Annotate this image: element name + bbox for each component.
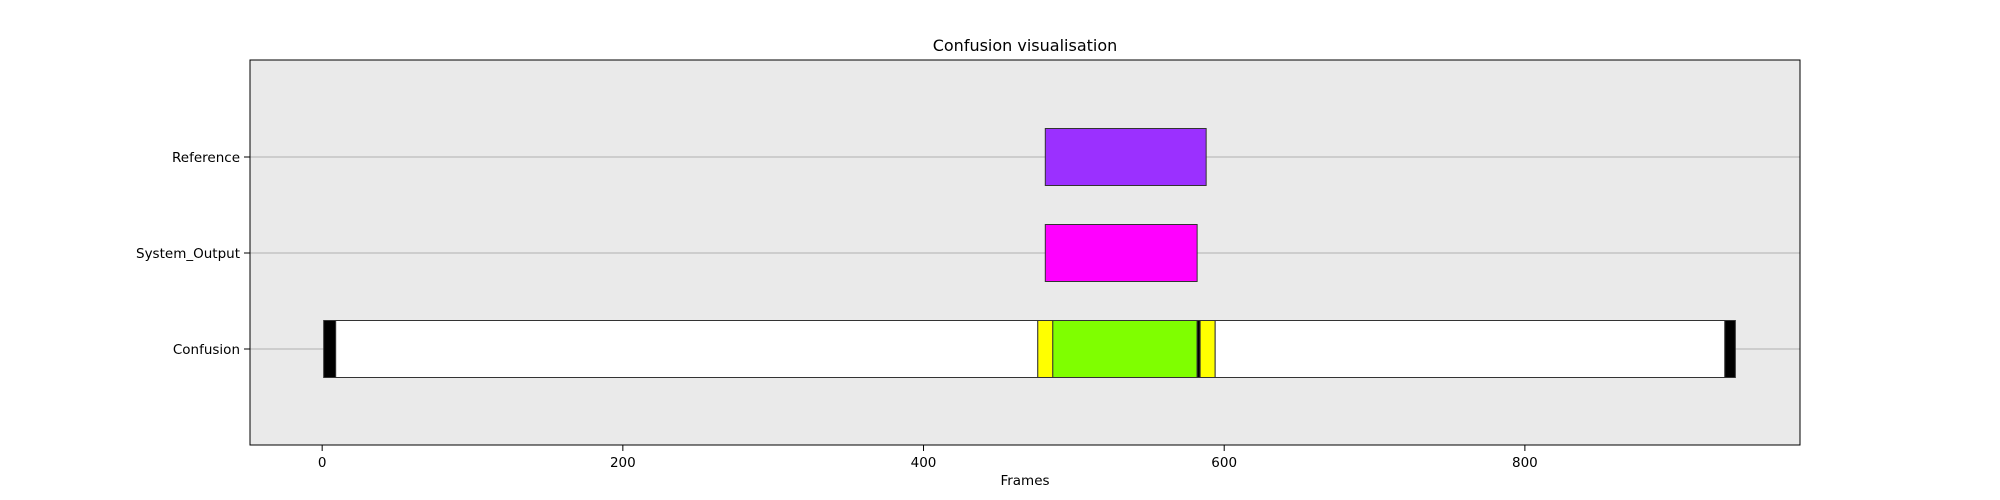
y-tick-label-reference: Reference bbox=[172, 150, 240, 166]
bar-confusion-0 bbox=[323, 320, 337, 378]
bar-confusion-2 bbox=[1037, 320, 1054, 378]
y-axis: Reference System_Output Confusion bbox=[136, 150, 250, 358]
x-tick-label-600: 600 bbox=[1211, 455, 1237, 471]
bar-confusion-7 bbox=[1724, 320, 1736, 378]
x-tick-label-0: 0 bbox=[318, 455, 327, 471]
bar-confusion-3 bbox=[1052, 320, 1198, 378]
chart-title: Confusion visualisation bbox=[933, 36, 1118, 55]
y-tick-label-confusion: Confusion bbox=[173, 342, 240, 358]
bar-reference-0 bbox=[1044, 128, 1207, 186]
bar-confusion-6 bbox=[1214, 320, 1726, 378]
x-tick-label-800: 800 bbox=[1512, 455, 1538, 471]
y-tick-label-system_output: System_Output bbox=[136, 246, 240, 262]
bar-confusion-1 bbox=[335, 320, 1039, 378]
bars bbox=[323, 128, 1736, 378]
bar-confusion-5 bbox=[1199, 320, 1216, 378]
x-tick-label-400: 400 bbox=[911, 455, 937, 471]
x-tick-label-200: 200 bbox=[610, 455, 636, 471]
x-axis: 0 200 400 600 800 bbox=[318, 445, 1538, 471]
bar-system_output-0 bbox=[1044, 224, 1198, 282]
x-axis-label: Frames bbox=[1000, 473, 1049, 489]
